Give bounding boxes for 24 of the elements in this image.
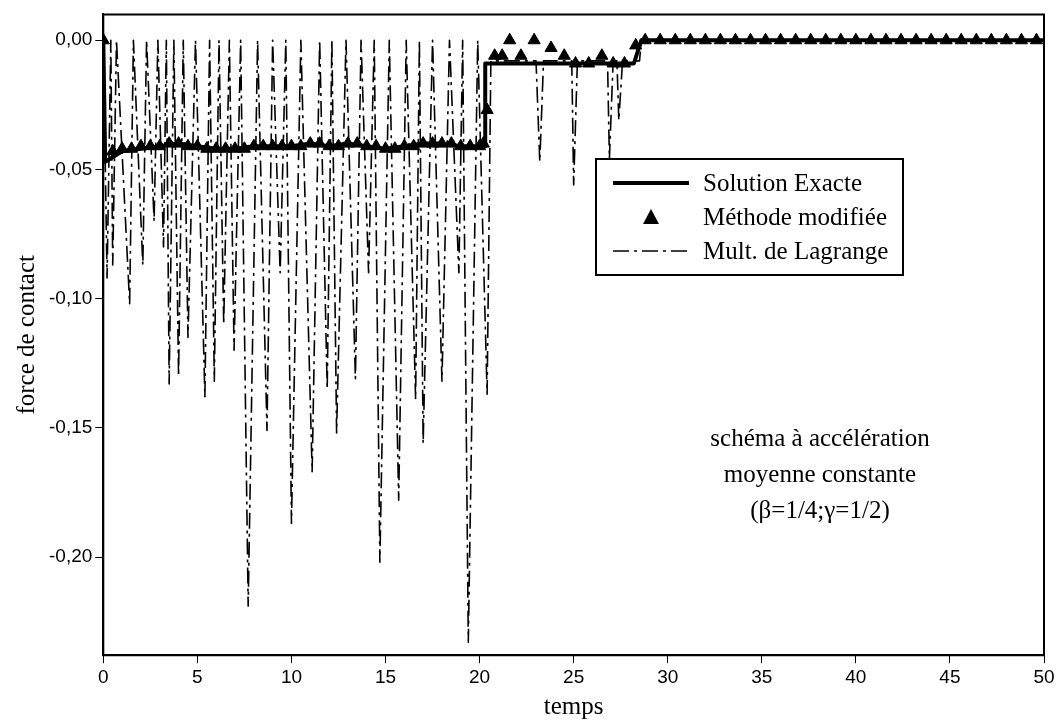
annotation: (β=1/4;γ=1/2) [749,495,891,526]
y-axis-title: force de contact [11,254,39,415]
x-axis-title: temps [543,691,604,719]
x-tick-label: 0 [98,665,109,687]
legend-label: Solution Exacte [703,169,862,197]
x-tick-label: 35 [751,665,773,687]
y-tick-label: -0,20 [48,545,93,567]
x-tick-label: 20 [469,665,491,687]
x-tick-label: 10 [280,665,303,687]
x-tick-label: 5 [192,665,203,687]
x-tick-label: 15 [374,665,397,687]
x-tick-label: 50 [1033,665,1055,687]
annotation: moyenne constante [722,459,918,489]
x-tick-label: 25 [563,665,585,687]
x-tick-label: 45 [939,665,961,687]
x-tick-label: 30 [657,665,679,687]
y-tick-label: 0,00 [55,28,93,50]
y-tick-label: -0,05 [48,157,93,179]
y-tick-label: -0,15 [48,416,93,438]
annotation: schéma à accélération [709,423,931,453]
y-tick-label: -0,10 [48,286,93,308]
legend-label: Méthode modifiée [703,203,887,231]
x-tick-label: 40 [845,665,867,687]
legend-label: Mult. de Lagrange [703,237,889,265]
